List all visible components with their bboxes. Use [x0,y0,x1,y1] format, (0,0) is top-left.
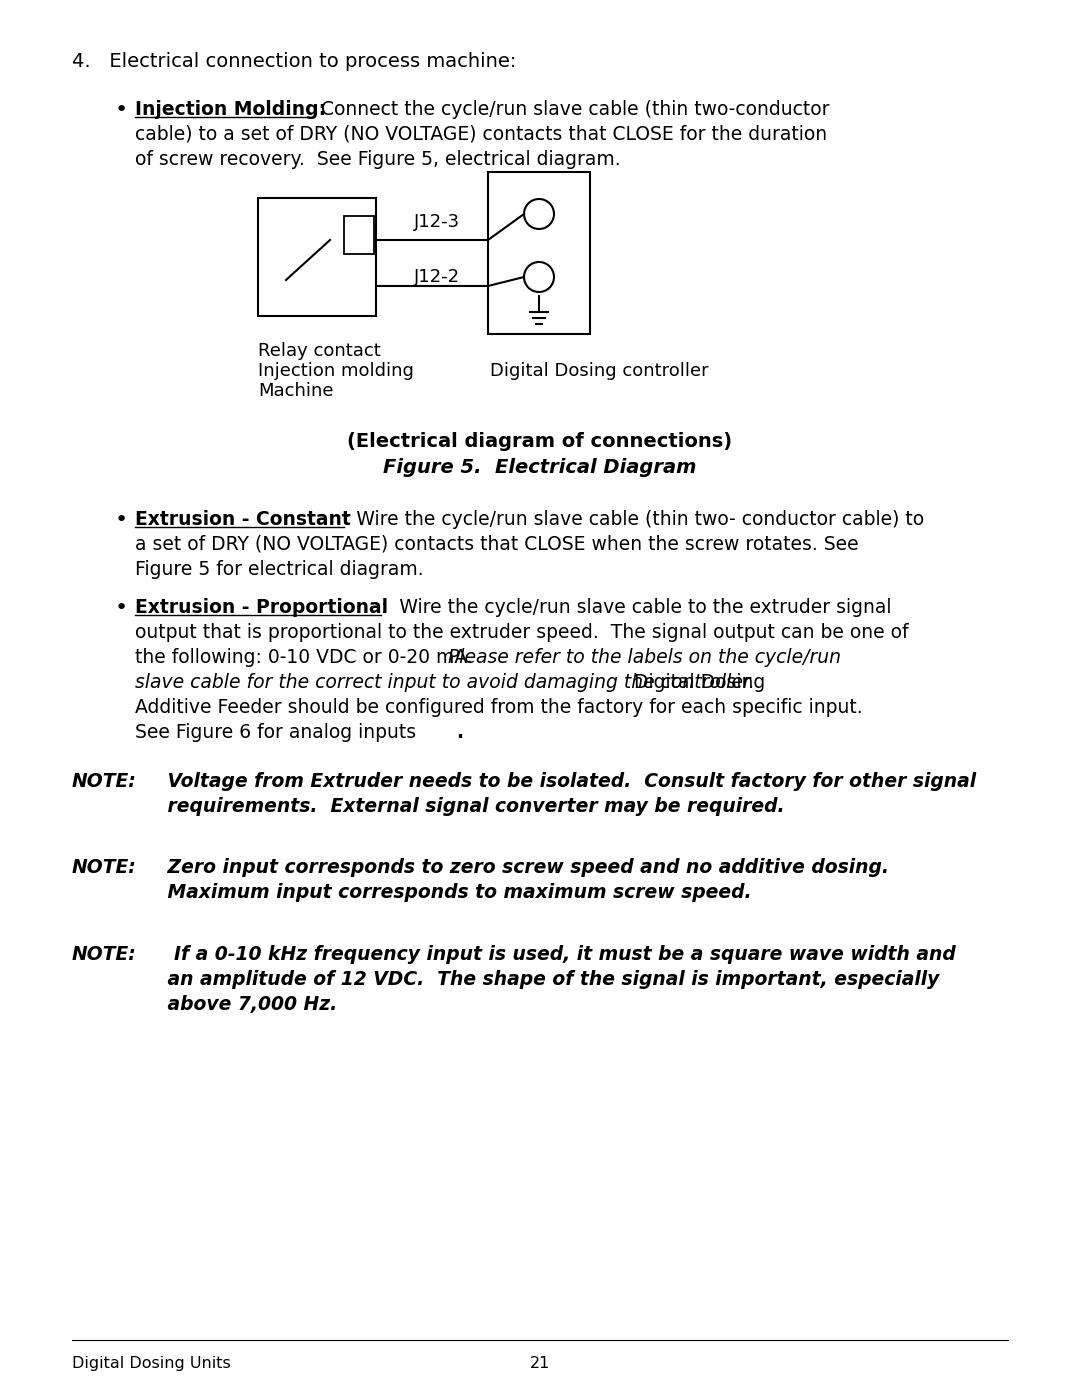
Text: 21: 21 [530,1356,550,1370]
Text: .: . [456,724,463,742]
Text: : Wire the cycle/run slave cable (thin two- conductor cable) to: : Wire the cycle/run slave cable (thin t… [345,510,924,529]
Text: Connect the cycle/run slave cable (thin two-conductor: Connect the cycle/run slave cable (thin … [315,101,829,119]
Text: J12-2: J12-2 [414,268,460,286]
Text: requirements.  External signal converter may be required.: requirements. External signal converter … [148,798,785,816]
Text: Digital Dosing Units: Digital Dosing Units [72,1356,231,1370]
Text: •: • [114,510,129,529]
Text: Extrusion - Proportional: Extrusion - Proportional [135,598,388,617]
Text: J12-3: J12-3 [414,212,460,231]
Text: output that is proportional to the extruder speed.  The signal output can be one: output that is proportional to the extru… [135,623,908,643]
Text: slave cable for the correct input to avoid damaging the controller.: slave cable for the correct input to avo… [135,673,755,692]
Text: Digital Dosing controller: Digital Dosing controller [490,362,708,380]
Text: •: • [114,598,129,617]
Text: above 7,000 Hz.: above 7,000 Hz. [148,995,337,1014]
Text: If a 0-10 kHz frequency input is used, it must be a square wave width and: If a 0-10 kHz frequency input is used, i… [148,944,956,964]
Text: NOTE:: NOTE: [72,944,137,964]
Text: Machine: Machine [258,381,334,400]
Bar [345,217,374,254]
Text: 4.   Electrical connection to process machine:: 4. Electrical connection to process mach… [72,52,516,71]
Text: NOTE:: NOTE: [72,773,137,791]
Text: of screw recovery.  See Figure 5, electrical diagram.: of screw recovery. See Figure 5, electri… [135,149,621,169]
Text: Voltage from Extruder needs to be isolated.  Consult factory for other signal: Voltage from Extruder needs to be isolat… [148,773,976,791]
Text: Extrusion - Constant: Extrusion - Constant [135,510,351,529]
Text: Zero input corresponds to zero screw speed and no additive dosing.: Zero input corresponds to zero screw spe… [148,858,889,877]
Text: the following: 0-10 VDC or 0-20 mA.: the following: 0-10 VDC or 0-20 mA. [135,648,485,666]
Text: Maximum input corresponds to maximum screw speed.: Maximum input corresponds to maximum scr… [148,883,752,902]
Text: a set of DRY (NO VOLTAGE) contacts that CLOSE when the screw rotates. See: a set of DRY (NO VOLTAGE) contacts that … [135,535,859,555]
Bar [488,172,590,334]
Text: NOTE:: NOTE: [72,858,137,877]
Text: Figure 5 for electrical diagram.: Figure 5 for electrical diagram. [135,560,423,578]
Text: Please refer to the labels on the cycle/run: Please refer to the labels on the cycle/… [448,648,841,666]
Text: Additive Feeder should be configured from the factory for each specific input.: Additive Feeder should be configured fro… [135,698,863,717]
Text: Figure 5.  Electrical Diagram: Figure 5. Electrical Diagram [383,458,697,476]
Text: See Figure 6 for analog inputs: See Figure 6 for analog inputs [135,724,416,742]
Text: Injection molding: Injection molding [258,362,414,380]
Bar [258,198,376,316]
Text: Injection Molding:: Injection Molding: [135,101,326,119]
Text: an amplitude of 12 VDC.  The shape of the signal is important, especially: an amplitude of 12 VDC. The shape of the… [148,970,940,989]
Text: :  Wire the cycle/run slave cable to the extruder signal: : Wire the cycle/run slave cable to the … [381,598,891,617]
Text: Digital Dosing: Digital Dosing [622,673,766,692]
Text: •: • [114,101,129,120]
Text: cable) to a set of DRY (NO VOLTAGE) contacts that CLOSE for the duration: cable) to a set of DRY (NO VOLTAGE) cont… [135,124,827,144]
Text: Relay contact: Relay contact [258,342,381,360]
Text: (Electrical diagram of connections): (Electrical diagram of connections) [348,432,732,451]
